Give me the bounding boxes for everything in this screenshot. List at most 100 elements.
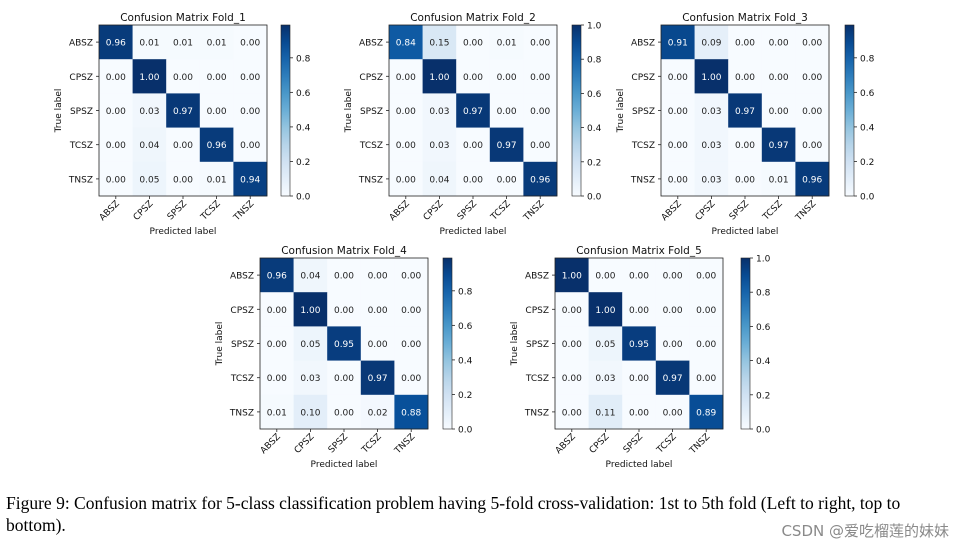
x-tick-label: TNSZ <box>793 199 818 224</box>
matrix-cell <box>689 394 724 430</box>
colorbar-tick-label: 1.0 <box>756 255 771 265</box>
matrix-cell <box>166 25 201 60</box>
matrix-cell <box>622 360 657 396</box>
cell-value: 0.84 <box>396 39 416 49</box>
matrix-cell <box>555 360 589 396</box>
cell-value: 0.00 <box>396 141 416 151</box>
y-tick-label: ABSZ <box>525 272 549 282</box>
matrix-cell <box>689 360 724 396</box>
matrix-cell <box>360 394 395 430</box>
cell-value: 0.01 <box>207 175 227 185</box>
x-tick-label: CPSZ <box>422 199 446 223</box>
matrix-cell <box>260 394 294 430</box>
cell-value: 0.05 <box>595 340 615 350</box>
colorbar-tick-label: 0.0 <box>296 193 311 203</box>
cell-value: 0.03 <box>429 107 449 117</box>
matrix-cell <box>795 25 830 60</box>
cell-value: 0.00 <box>562 306 582 316</box>
cell-value: 0.03 <box>701 175 721 185</box>
x-tick-label: SPSZ <box>327 432 350 455</box>
y-tick-label: ABSZ <box>230 272 254 282</box>
cell-value: 0.15 <box>429 39 449 49</box>
matrix-cell <box>199 127 234 163</box>
matrix-cell <box>689 258 724 293</box>
matrix-cell <box>233 127 268 163</box>
colorbar-tick-label: 1.0 <box>587 22 602 32</box>
cell-value: 0.00 <box>240 73 260 83</box>
matrix-cell <box>795 93 830 128</box>
matrix-cell <box>761 161 796 197</box>
y-tick-label: TCSZ <box>525 374 549 384</box>
y-axis-label: True label <box>344 89 354 134</box>
cell-value: 0.00 <box>769 73 789 83</box>
y-tick-label: TCSZ <box>631 141 655 151</box>
y-axis-label: True label <box>616 89 626 134</box>
x-tick-label: ABSZ <box>388 199 412 223</box>
matrix-cell <box>422 59 457 94</box>
matrix-cell <box>166 127 201 163</box>
matrix-cell <box>728 59 763 94</box>
x-tick-label: CPSZ <box>694 199 718 223</box>
y-tick-label: SPSZ <box>526 340 549 350</box>
matrix-cell <box>489 59 524 94</box>
matrix-cell <box>655 394 690 430</box>
matrix-cell <box>166 59 201 94</box>
matrix-cell <box>394 258 429 293</box>
matrix-cell <box>422 25 457 60</box>
cell-value: 0.91 <box>668 39 688 49</box>
matrix-cell <box>199 25 234 60</box>
matrix-cell <box>166 161 201 197</box>
matrix-cell <box>260 326 294 361</box>
y-tick-label: TNSZ <box>630 175 655 185</box>
cell-value: 0.00 <box>334 272 354 282</box>
matrix-cell <box>389 127 423 163</box>
cell-value: 1.00 <box>701 73 721 83</box>
cell-value: 0.03 <box>701 141 721 151</box>
x-tick-label: ABSZ <box>660 199 684 223</box>
cell-value: 0.95 <box>629 340 649 350</box>
cell-value: 0.02 <box>368 408 388 418</box>
matrix-cell <box>655 258 690 293</box>
matrix-cell <box>132 127 167 163</box>
matrix-cell <box>389 93 423 128</box>
colorbar-tick-label: 0.8 <box>296 54 311 64</box>
matrix-cell <box>728 93 763 128</box>
colorbar-tick-label: 0.6 <box>756 323 771 333</box>
cell-value: 0.00 <box>629 306 649 316</box>
y-axis-label: True label <box>54 89 64 134</box>
matrix-cell <box>327 326 362 361</box>
cell-value: 0.96 <box>207 141 227 151</box>
cell-value: 0.00 <box>696 272 716 282</box>
y-tick-label: CPSZ <box>230 306 254 316</box>
colorbar <box>442 257 453 430</box>
cell-value: 0.05 <box>139 175 159 185</box>
colorbar-tick-label: 0.4 <box>756 357 771 367</box>
cell-value: 0.00 <box>802 39 822 49</box>
colorbar-tick-label: 0.2 <box>860 158 874 168</box>
matrix-cell <box>489 127 524 163</box>
confusion-matrix-panel-2: Confusion Matrix Fold_2 0.84 0.15 0.00 0.01 0… <box>344 12 602 237</box>
cell-value: 0.00 <box>368 340 388 350</box>
matrix-cell <box>555 394 589 430</box>
cell-value: 0.00 <box>173 175 193 185</box>
chart-title: Confusion Matrix Fold_4 <box>281 245 407 257</box>
matrix-cell <box>327 292 362 327</box>
cell-value: 0.00 <box>401 374 421 384</box>
matrix-cell <box>293 258 328 293</box>
matrix-cell <box>588 326 623 361</box>
x-tick-label: TCSZ <box>360 432 384 456</box>
matrix-cell <box>132 93 167 128</box>
matrix-cell <box>761 127 796 163</box>
cell-value: 0.97 <box>735 107 755 117</box>
cell-value: 0.00 <box>769 107 789 117</box>
cell-value: 0.00 <box>207 73 227 83</box>
colorbar-tick-label: 0.4 <box>458 356 473 366</box>
x-tick-label: SPSZ <box>456 199 479 222</box>
matrix-cell <box>360 258 395 293</box>
y-tick-label: CPSZ <box>359 73 383 83</box>
matrix-cell <box>523 161 558 197</box>
cell-value: 0.01 <box>207 39 227 49</box>
matrix-cell <box>199 93 234 128</box>
cell-value: 0.00 <box>240 141 260 151</box>
cell-value: 0.00 <box>530 107 550 117</box>
